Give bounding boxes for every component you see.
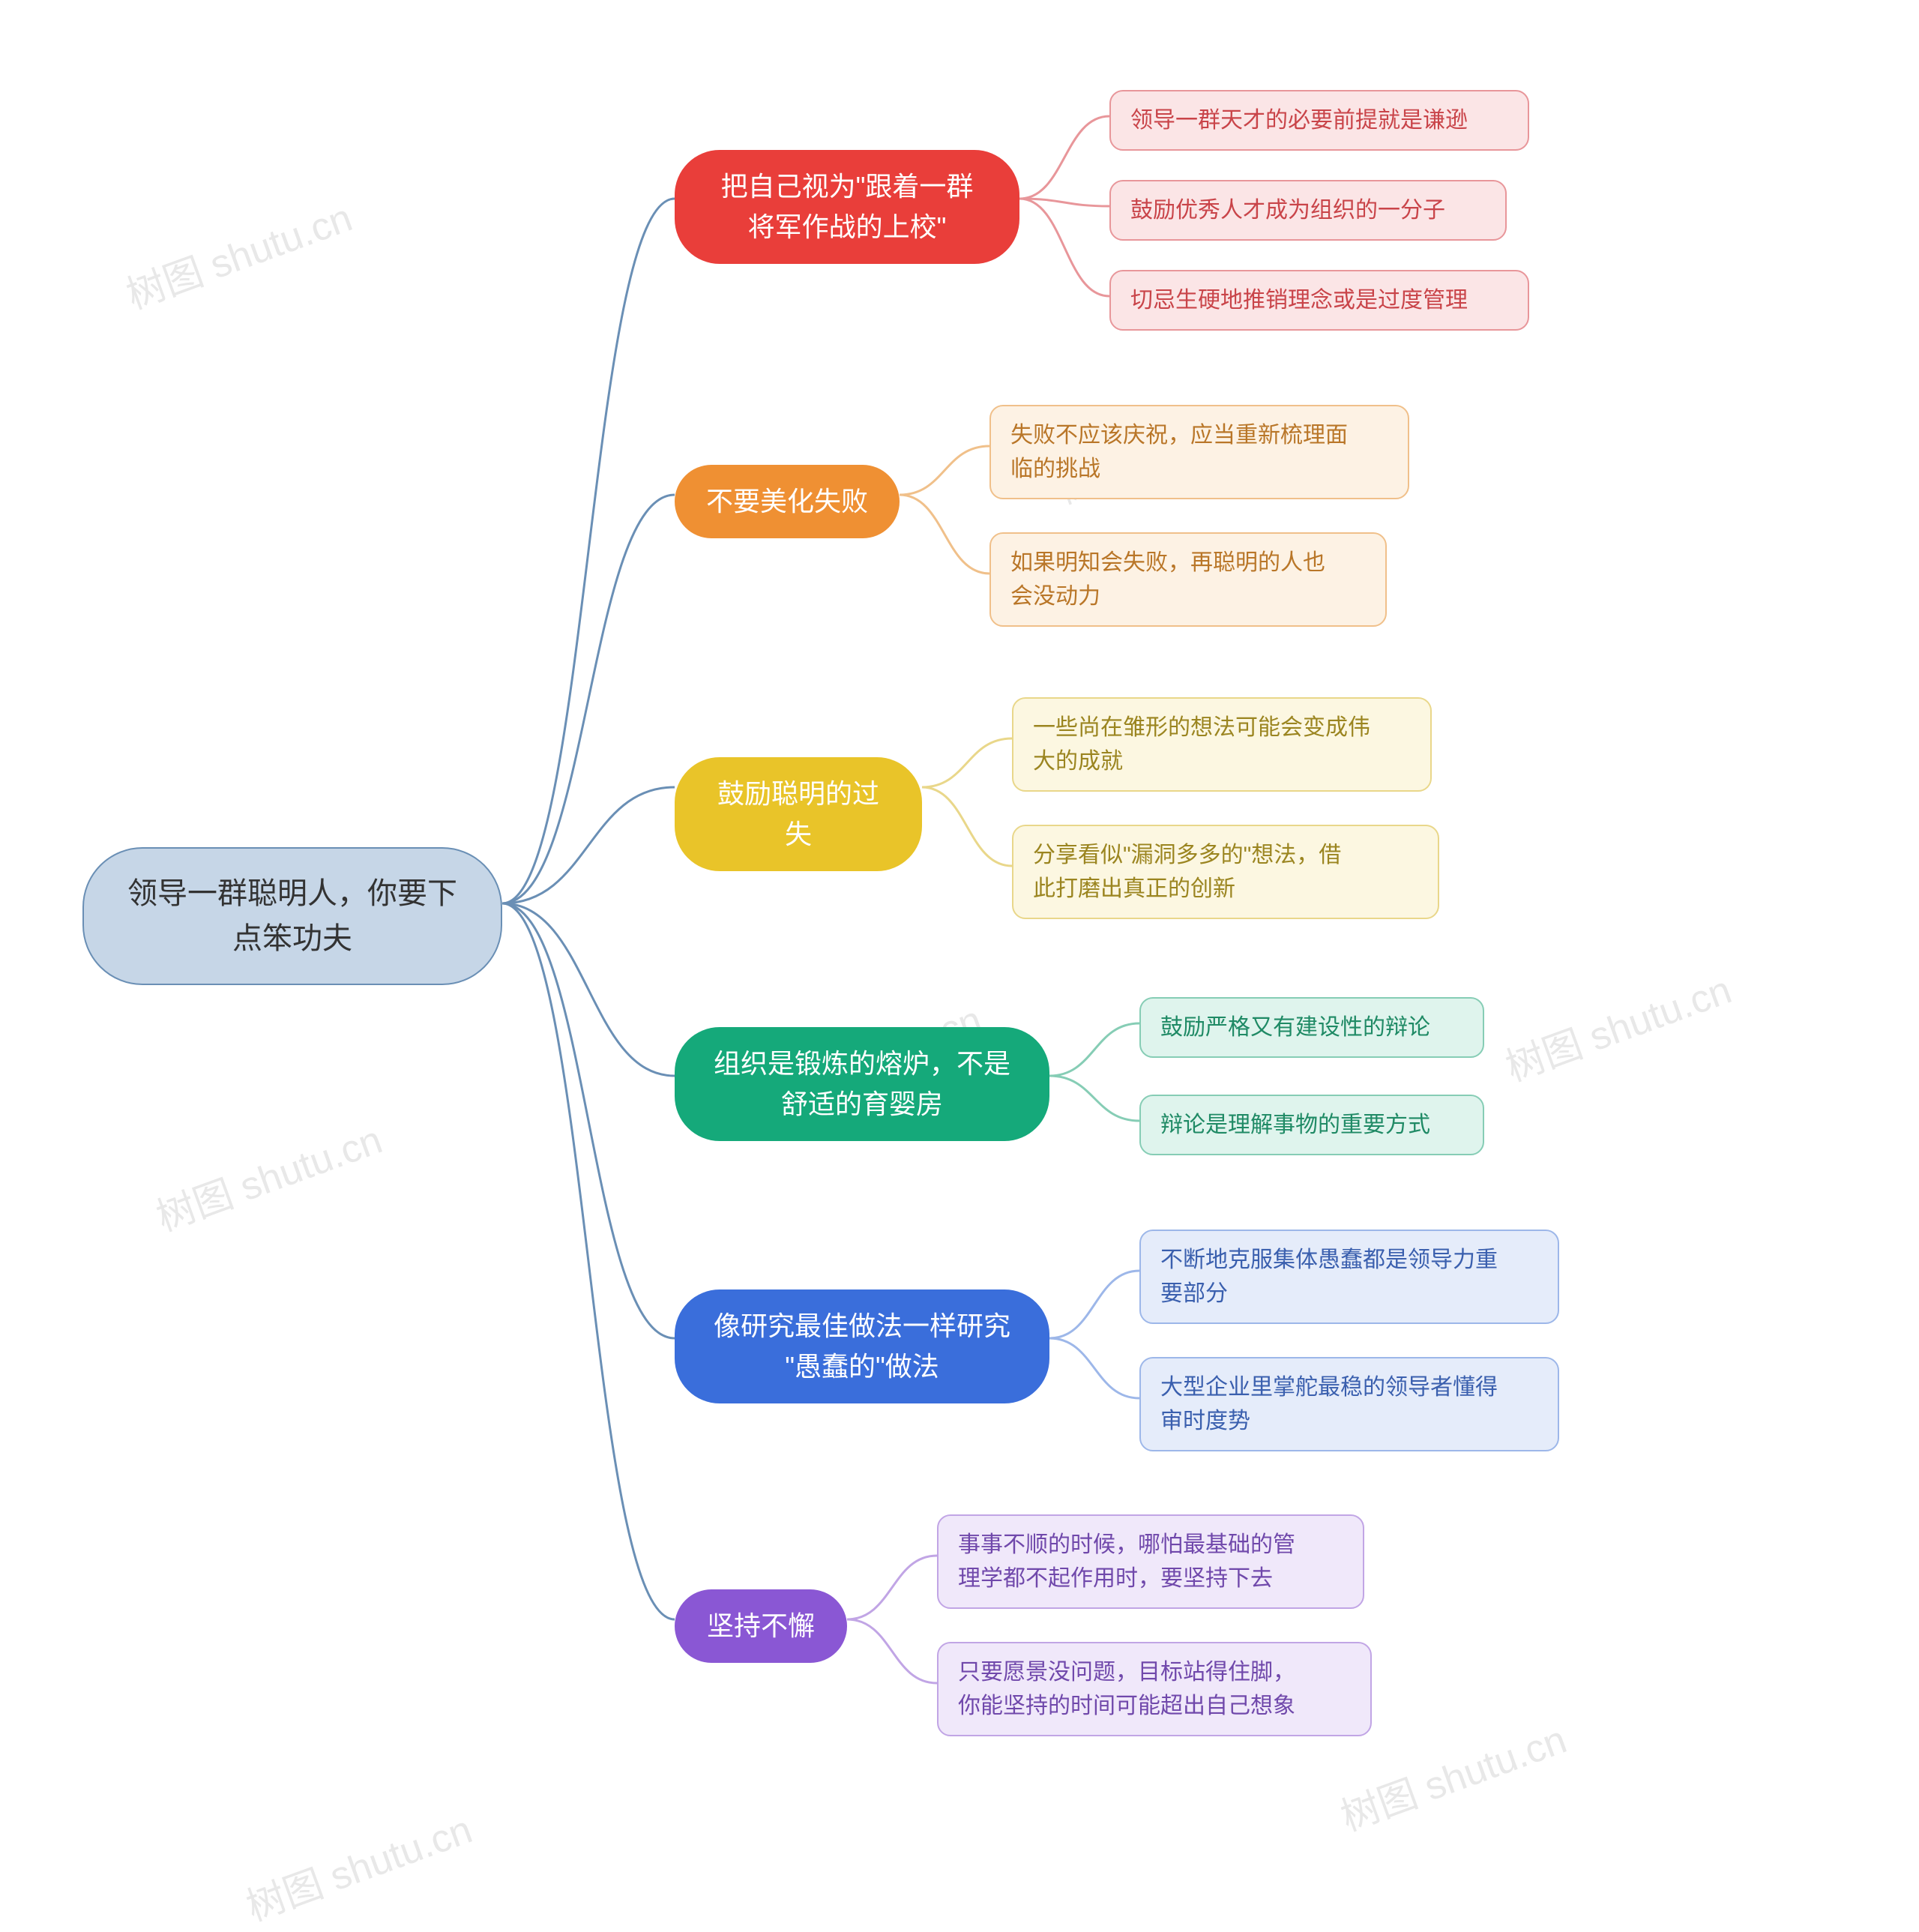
leaf-node-2-1[interactable]: 分享看似"漏洞多多的"想法，借此打磨出真正的创新: [1012, 825, 1439, 919]
leaf-node-2-0[interactable]: 一些尚在雏形的想法可能会变成伟大的成就: [1012, 697, 1432, 792]
watermark: 树图 shutu.cn: [118, 186, 359, 319]
leaf-node-5-1[interactable]: 只要愿景没问题，目标站得住脚，你能坚持的时间可能超出自己想象: [937, 1642, 1372, 1736]
branch-node-5[interactable]: 坚持不懈: [675, 1589, 847, 1663]
branch-node-1[interactable]: 不要美化失败: [675, 465, 900, 538]
leaf-node-5-0[interactable]: 事事不顺的时候，哪怕最基础的管理学都不起作用时，要坚持下去: [937, 1514, 1364, 1609]
leaf-node-1-0[interactable]: 失败不应该庆祝，应当重新梳理面临的挑战: [989, 405, 1409, 499]
root-node[interactable]: 领导一群聪明人，你要下点笨功夫: [82, 847, 502, 985]
watermark: 树图 shutu.cn: [238, 1798, 479, 1931]
leaf-node-4-0[interactable]: 不断地克服集体愚蠢都是领导力重要部分: [1139, 1230, 1559, 1324]
mindmap-canvas: 树图 shutu.cn树图 shutu.cn树图 shutu.cn树图 shut…: [0, 0, 1919, 1913]
branch-node-2[interactable]: 鼓励聪明的过失: [675, 757, 922, 871]
leaf-node-4-1[interactable]: 大型企业里掌舵最稳的领导者懂得审时度势: [1139, 1357, 1559, 1451]
leaf-node-3-1[interactable]: 辩论是理解事物的重要方式: [1139, 1095, 1484, 1155]
branch-node-0[interactable]: 把自己视为"跟着一群将军作战的上校": [675, 150, 1019, 264]
watermark: 树图 shutu.cn: [1497, 958, 1738, 1092]
leaf-node-0-2[interactable]: 切忌生硬地推销理念或是过度管理: [1109, 270, 1529, 331]
branch-node-3[interactable]: 组织是锻炼的熔炉，不是舒适的育婴房: [675, 1027, 1049, 1141]
leaf-node-1-1[interactable]: 如果明知会失败，再聪明的人也会没动力: [989, 532, 1387, 627]
branch-node-4[interactable]: 像研究最佳做法一样研究"愚蠢的"做法: [675, 1289, 1049, 1403]
watermark: 树图 shutu.cn: [148, 1108, 389, 1242]
leaf-node-0-1[interactable]: 鼓励优秀人才成为组织的一分子: [1109, 180, 1507, 241]
leaf-node-3-0[interactable]: 鼓励严格又有建设性的辩论: [1139, 997, 1484, 1058]
leaf-node-0-0[interactable]: 领导一群天才的必要前提就是谦逊: [1109, 90, 1529, 151]
